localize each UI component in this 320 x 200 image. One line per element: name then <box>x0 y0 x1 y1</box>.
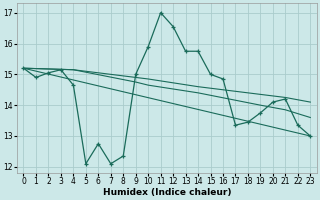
X-axis label: Humidex (Indice chaleur): Humidex (Indice chaleur) <box>103 188 231 197</box>
